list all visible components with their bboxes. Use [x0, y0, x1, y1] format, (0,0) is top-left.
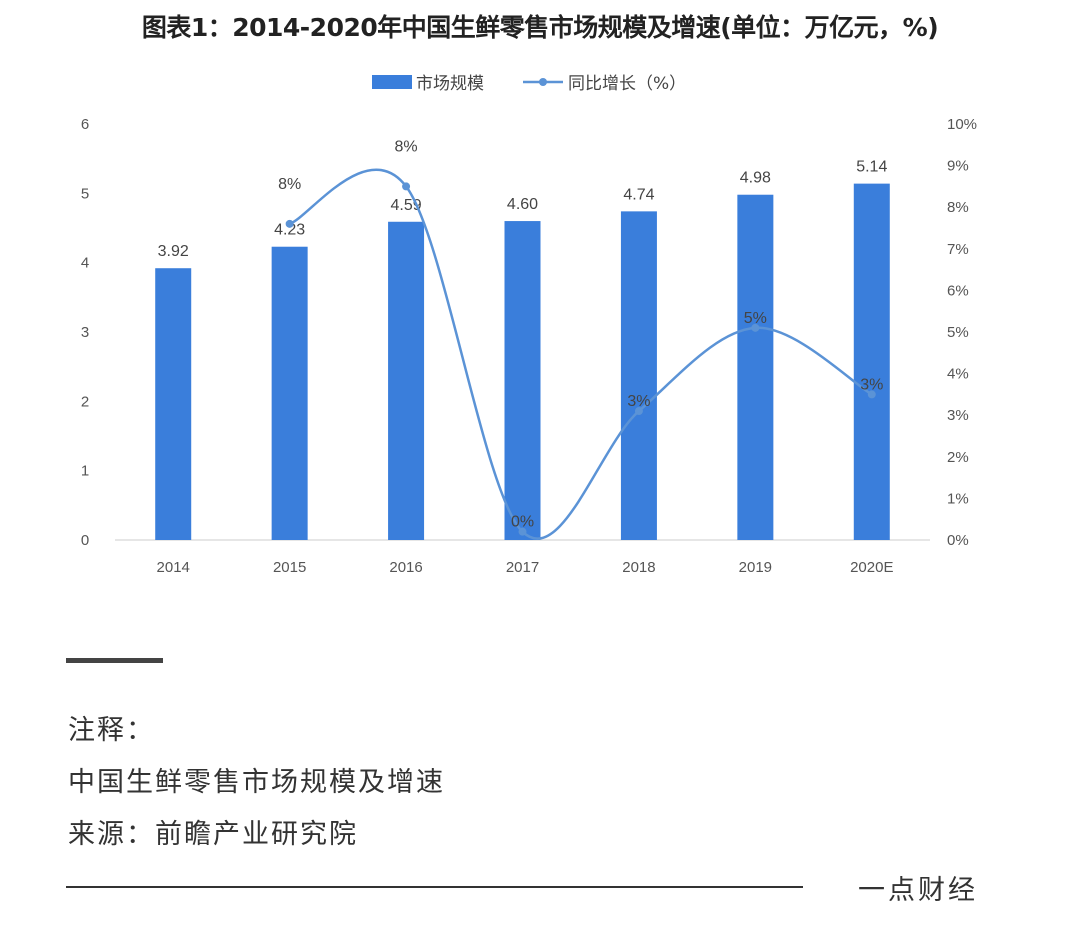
y-tick-label: 2 [81, 393, 89, 410]
x-tick-label: 2017 [506, 559, 539, 576]
line-data-label: 0% [511, 514, 534, 531]
growth-point [751, 323, 760, 332]
bar [271, 246, 308, 540]
x-tick-label: 2014 [157, 559, 190, 576]
note-source: 来源：前瞻产业研究院 [68, 819, 358, 850]
y2-tick-label: 5% [947, 324, 969, 341]
bar-data-label: 4.74 [623, 186, 654, 203]
y2-tick-label: 1% [947, 490, 969, 507]
bar [853, 183, 890, 541]
note-description: 中国生鲜零售市场规模及增速 [68, 767, 445, 798]
x-tick-label: 2015 [273, 559, 306, 576]
bar [620, 211, 657, 541]
y-tick-label: 5 [81, 185, 89, 202]
divider [66, 658, 163, 663]
note-label: 注释： [68, 715, 155, 746]
y2-tick-label: 7% [947, 241, 969, 258]
y-tick-label: 4 [81, 255, 89, 272]
line-data-label: 3% [860, 376, 883, 393]
x-tick-label: 2016 [389, 559, 422, 576]
chart-title: 图表1：2014-2020年中国生鲜零售市场规模及增速(单位：万亿元，%) [141, 13, 939, 42]
bar-data-label: 4.23 [274, 222, 305, 239]
growth-point [634, 407, 643, 416]
bar [737, 194, 774, 540]
bar [155, 268, 192, 540]
divider [66, 886, 803, 888]
line-data-label: 8% [278, 176, 301, 193]
y2-tick-label: 6% [947, 282, 969, 299]
bar-data-label: 3.92 [158, 243, 189, 260]
growth-point [285, 219, 294, 228]
bar-data-label: 5.14 [856, 159, 887, 176]
y2-tick-label: 10% [947, 116, 977, 133]
growth-point [518, 527, 527, 536]
bar [504, 221, 541, 541]
y-tick-label: 0 [81, 532, 89, 549]
x-tick-label: 2020E [850, 559, 893, 576]
y2-tick-label: 3% [947, 407, 969, 424]
legend-bar-swatch [372, 75, 412, 89]
growth-line [289, 168, 873, 540]
y2-tick-label: 4% [947, 366, 969, 383]
legend-line-marker [539, 78, 547, 86]
growth-point [867, 390, 876, 399]
line-data-label: 3% [627, 393, 650, 410]
y2-tick-label: 8% [947, 199, 969, 216]
chart: 0 1 2 3 4 5 6 0% 1% 2% 3% 4% 5% 6% 7% 8% 9% 10% 2014 2015 20… [81, 74, 977, 576]
legend-line-label: 同比增长（%） [568, 74, 686, 94]
line-data-label: 8% [395, 138, 418, 155]
x-tick-label: 2018 [622, 559, 655, 576]
brand-label: 一点财经 [858, 875, 978, 906]
x-tick-label: 2019 [739, 559, 772, 576]
bar-data-label: 4.60 [507, 196, 538, 213]
bar-data-label: 4.98 [740, 170, 771, 187]
growth-point [402, 182, 411, 191]
y2-tick-label: 9% [947, 158, 969, 175]
legend-bar-label: 市场规模 [416, 74, 484, 94]
y2-tick-label: 0% [947, 532, 969, 549]
y-tick-label: 1 [81, 463, 89, 480]
y2-tick-label: 2% [947, 449, 969, 466]
y-tick-label: 3 [81, 324, 89, 341]
line-data-label: 5% [744, 310, 767, 327]
bar [388, 221, 425, 540]
y-tick-label: 6 [81, 116, 89, 133]
